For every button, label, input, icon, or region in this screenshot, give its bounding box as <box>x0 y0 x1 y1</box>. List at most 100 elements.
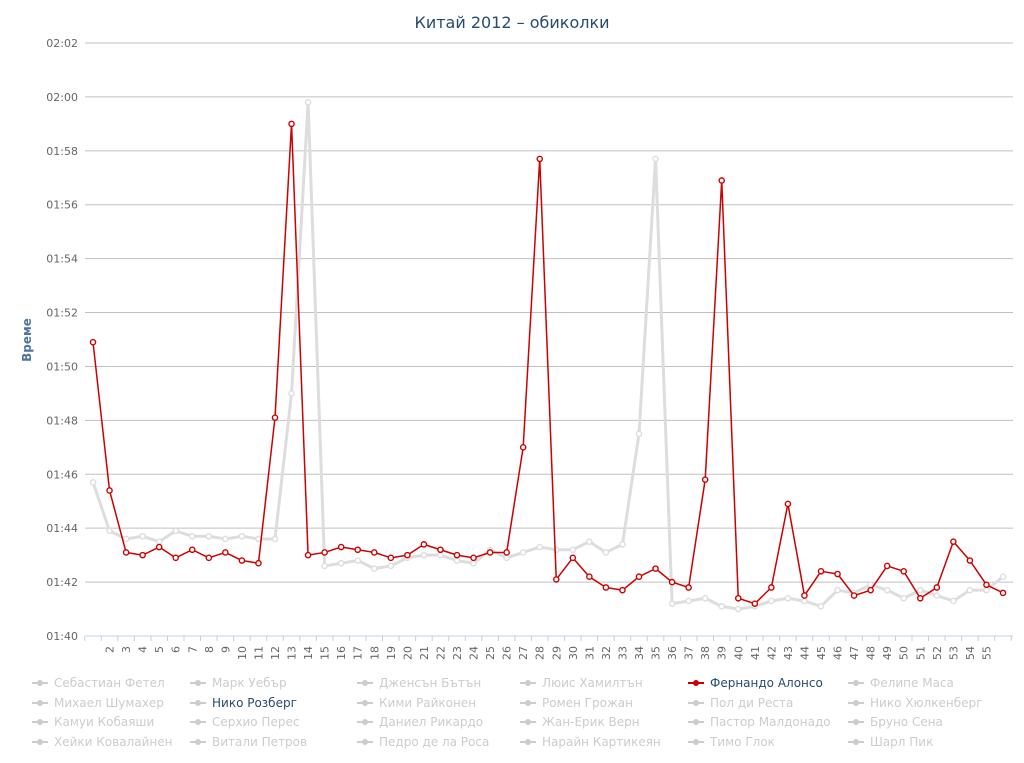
data-point[interactable] <box>288 390 295 397</box>
data-point[interactable] <box>883 586 891 594</box>
legend-item[interactable]: Тимо Глок <box>688 735 775 749</box>
data-point[interactable] <box>834 570 841 578</box>
data-point[interactable] <box>900 568 908 575</box>
data-point[interactable] <box>370 565 378 572</box>
data-point[interactable] <box>420 541 428 548</box>
legend-item[interactable]: Фелипе Маса <box>848 676 954 690</box>
data-point[interactable] <box>718 603 726 610</box>
data-point[interactable] <box>304 551 312 559</box>
data-point[interactable] <box>950 538 957 545</box>
legend-item[interactable]: Камуи Кобаяши <box>32 715 154 729</box>
data-point[interactable] <box>370 549 378 556</box>
data-point[interactable] <box>337 543 345 551</box>
data-point[interactable] <box>337 559 345 567</box>
data-point[interactable] <box>106 487 113 494</box>
data-point[interactable] <box>718 177 726 184</box>
legend-item[interactable]: Дженсън Бътън <box>357 676 481 690</box>
data-point[interactable] <box>652 565 659 572</box>
legend-item[interactable]: Люис Хамилтън <box>520 676 643 690</box>
legend-item[interactable]: Шарл Пик <box>848 735 933 749</box>
data-point[interactable] <box>933 584 941 591</box>
data-point[interactable] <box>850 592 858 599</box>
data-point[interactable] <box>255 559 262 567</box>
data-point[interactable] <box>205 532 213 540</box>
data-point[interactable] <box>916 594 924 602</box>
data-point[interactable] <box>536 155 544 163</box>
data-point[interactable] <box>354 557 362 564</box>
data-point[interactable] <box>321 562 328 570</box>
data-point[interactable] <box>188 532 196 540</box>
legend-item[interactable]: Михаел Шумахер <box>32 696 164 710</box>
data-point[interactable] <box>701 476 709 483</box>
legend-item[interactable]: Марк Уебър <box>190 676 287 690</box>
data-point[interactable] <box>801 597 808 605</box>
data-point[interactable] <box>784 594 792 602</box>
data-point[interactable] <box>602 549 610 556</box>
data-point[interactable] <box>817 568 825 575</box>
legend-item[interactable]: Пастор Малдонадо <box>688 715 831 729</box>
data-point[interactable] <box>668 600 676 607</box>
data-point[interactable] <box>304 99 312 106</box>
data-point[interactable] <box>983 581 990 589</box>
legend-item[interactable]: Даниел Рикардо <box>357 715 483 729</box>
data-point[interactable] <box>172 527 180 535</box>
data-point[interactable] <box>619 541 626 548</box>
legend-item[interactable]: Педро де ла Роса <box>357 735 489 749</box>
data-point[interactable] <box>139 532 146 540</box>
data-point[interactable] <box>354 546 362 554</box>
data-point[interactable] <box>784 500 792 508</box>
data-point[interactable] <box>933 592 941 599</box>
data-point[interactable] <box>155 538 163 545</box>
data-point[interactable] <box>602 584 610 591</box>
data-point[interactable] <box>139 551 146 559</box>
data-point[interactable] <box>817 603 825 610</box>
data-point[interactable] <box>801 592 808 599</box>
legend-item[interactable]: Нико Розберг <box>190 696 297 710</box>
data-point[interactable] <box>238 557 246 564</box>
data-point[interactable] <box>900 594 908 602</box>
data-point[interactable] <box>983 586 990 594</box>
data-point[interactable] <box>470 559 477 567</box>
legend-item[interactable]: Пол ди Реста <box>688 696 793 710</box>
legend-item[interactable]: Серхио Перес <box>190 715 299 729</box>
data-point[interactable] <box>999 573 1007 581</box>
data-point[interactable] <box>188 546 196 554</box>
data-point[interactable] <box>470 554 477 562</box>
legend-item[interactable]: Кими Райконен <box>357 696 476 710</box>
data-point[interactable] <box>222 549 229 556</box>
data-point[interactable] <box>222 535 229 543</box>
data-point[interactable] <box>916 586 924 594</box>
data-point[interactable] <box>652 155 659 163</box>
legend-item[interactable]: Нико Хюлкенберг <box>848 696 982 710</box>
data-point[interactable] <box>453 557 461 564</box>
data-point[interactable] <box>122 535 130 543</box>
data-point[interactable] <box>321 549 328 556</box>
legend-item[interactable]: Жан-Ерик Верн <box>520 715 640 729</box>
data-point[interactable] <box>536 543 544 551</box>
data-point[interactable] <box>966 557 974 564</box>
legend-item[interactable]: Ромен Грожан <box>520 696 633 710</box>
data-point[interactable] <box>883 562 891 570</box>
data-point[interactable] <box>950 597 957 605</box>
data-point[interactable] <box>619 586 626 594</box>
legend-item[interactable]: Бруно Сена <box>848 715 943 729</box>
data-point[interactable] <box>552 576 560 583</box>
data-point[interactable] <box>751 600 759 607</box>
data-point[interactable] <box>834 586 841 594</box>
data-point[interactable] <box>685 584 692 591</box>
data-point[interactable] <box>205 554 213 562</box>
data-point[interactable] <box>668 578 676 586</box>
data-point[interactable] <box>519 444 527 451</box>
data-point[interactable] <box>569 546 577 554</box>
data-point[interactable] <box>701 594 709 602</box>
data-point[interactable] <box>635 573 643 581</box>
data-point[interactable] <box>404 551 411 559</box>
data-point[interactable] <box>734 605 742 613</box>
data-point[interactable] <box>387 562 395 570</box>
data-point[interactable] <box>768 597 775 605</box>
data-point[interactable] <box>486 549 494 556</box>
data-point[interactable] <box>867 586 874 594</box>
data-point[interactable] <box>453 551 461 559</box>
data-point[interactable] <box>586 573 593 581</box>
data-point[interactable] <box>966 586 974 594</box>
